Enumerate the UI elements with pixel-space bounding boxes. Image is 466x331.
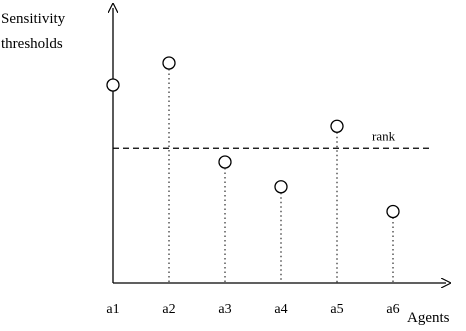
rank-label: rank bbox=[372, 128, 396, 143]
agent-label-a2: a2 bbox=[162, 302, 175, 317]
threshold-point-a2 bbox=[162, 56, 176, 70]
threshold-point-a6 bbox=[386, 204, 400, 219]
x-axis-label: Agents bbox=[407, 310, 450, 326]
agent-label-a6: a6 bbox=[386, 302, 399, 317]
threshold-point-a1 bbox=[106, 78, 120, 92]
threshold-point-a5 bbox=[330, 119, 344, 133]
agent-label-a3: a3 bbox=[218, 302, 231, 317]
agent-label-a5: a5 bbox=[330, 302, 343, 317]
agent-label-a4: a4 bbox=[274, 302, 287, 317]
agent-label-a1: a1 bbox=[106, 302, 119, 317]
y-axis-label-line1: Sensitivity bbox=[1, 11, 66, 27]
threshold-point-a3 bbox=[218, 155, 232, 169]
threshold-point-a4 bbox=[274, 180, 288, 194]
y-axis-label-line2: thresholds bbox=[1, 36, 63, 52]
agent-marks: a1 a2 a3 a4 a5 a6 bbox=[106, 56, 400, 317]
